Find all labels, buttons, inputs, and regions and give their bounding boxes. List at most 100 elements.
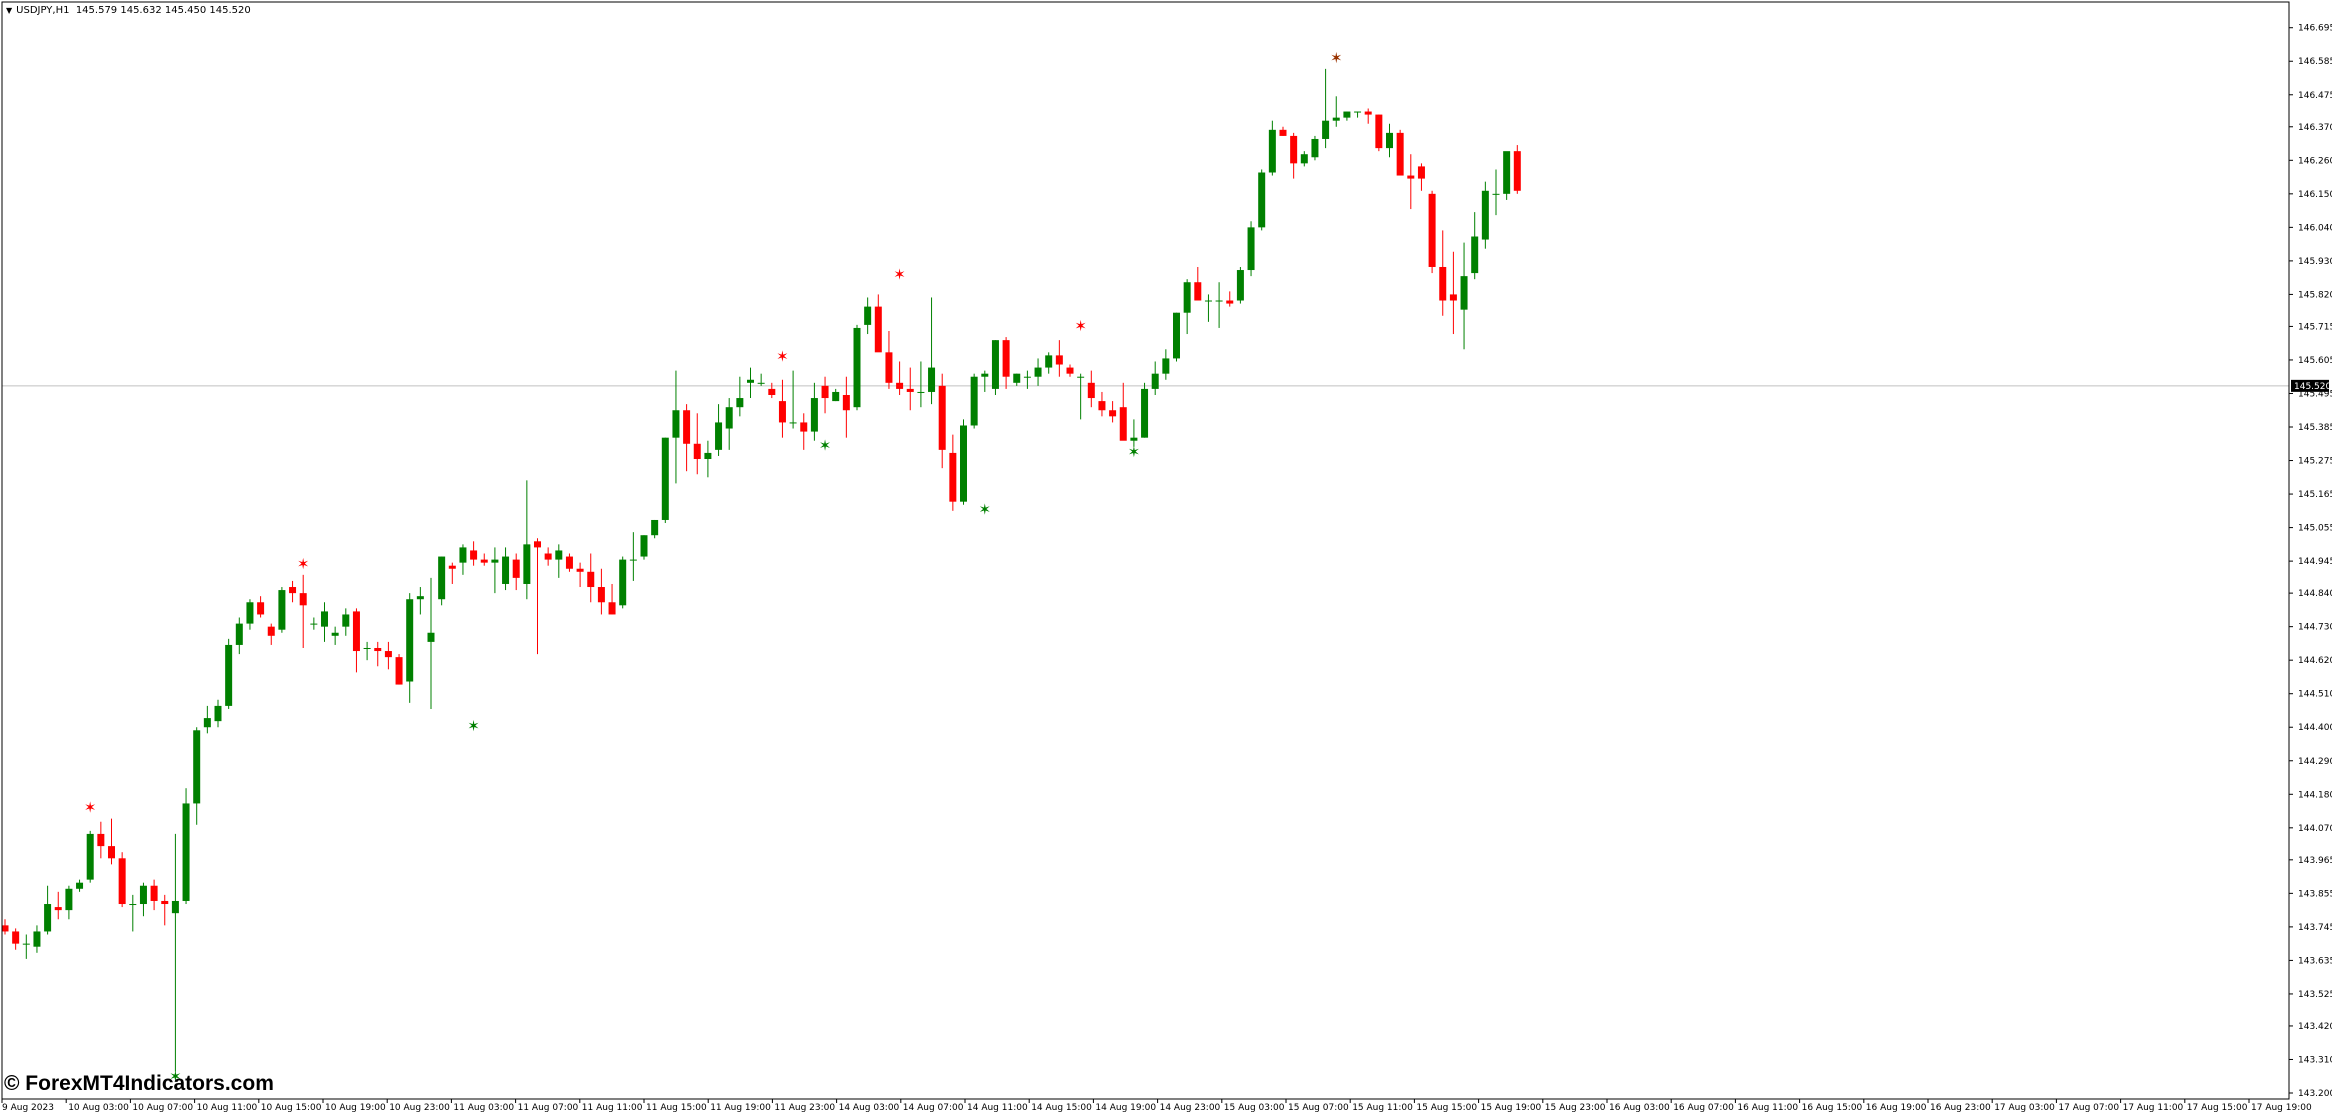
candle <box>1194 266 1202 301</box>
candle-body <box>1279 129 1287 136</box>
candle <box>1034 358 1042 386</box>
candle <box>885 330 893 389</box>
candle <box>1407 154 1415 210</box>
candle-body <box>757 382 765 384</box>
candle <box>1236 266 1244 304</box>
candle-body <box>704 452 712 460</box>
triangle-down-icon: ▼ <box>6 6 13 15</box>
candle-body <box>906 388 914 392</box>
candle <box>384 641 392 670</box>
candle-body <box>597 587 605 603</box>
candle-body <box>1236 270 1244 301</box>
signal-buy-star: ✶ <box>1128 443 1141 461</box>
candle <box>768 382 776 399</box>
candle-body <box>1045 355 1053 368</box>
candle-body <box>608 602 616 615</box>
candle-body <box>480 559 488 563</box>
candle-body <box>640 535 648 557</box>
y-tick-label: 144.620 <box>2298 656 2332 666</box>
candle <box>821 376 829 414</box>
candle <box>448 562 456 584</box>
candle-body <box>1471 236 1479 274</box>
candle <box>1396 129 1404 176</box>
signal-peak-star: ✶ <box>1330 49 1343 67</box>
candle <box>917 361 925 408</box>
candle <box>651 519 659 539</box>
candle <box>352 608 360 673</box>
candle-body <box>1215 300 1223 302</box>
candle <box>395 654 403 685</box>
x-tick-label: 17 Aug 11:00 <box>2123 1103 2184 1113</box>
candle <box>544 547 552 566</box>
candle <box>1513 145 1521 194</box>
candle <box>321 602 328 642</box>
candle <box>1109 401 1117 423</box>
candle-body <box>736 398 744 408</box>
candle <box>629 532 637 581</box>
y-tick-label: 143.965 <box>2298 856 2332 866</box>
candle-body <box>512 559 520 578</box>
candle-body <box>960 425 967 502</box>
y-tick-label: 144.945 <box>2298 557 2332 567</box>
candle <box>1204 294 1212 322</box>
candle <box>1471 212 1479 280</box>
candle <box>470 541 478 566</box>
candle-body <box>406 599 414 682</box>
y-tick-label: 145.165 <box>2298 490 2332 500</box>
candle-body <box>896 382 904 389</box>
y-tick-label: 143.200 <box>2298 1089 2332 1099</box>
candle-body <box>1268 129 1276 173</box>
candle-body <box>257 602 265 615</box>
candle <box>906 367 914 411</box>
candle-body <box>161 900 169 905</box>
candle-body <box>33 931 41 947</box>
candle-body <box>576 568 584 572</box>
candle-body <box>693 443 701 460</box>
candle-body <box>1098 401 1106 411</box>
y-tick-label: 145.605 <box>2298 356 2332 366</box>
candle <box>576 562 584 588</box>
x-tick-label: 16 Aug 23:00 <box>1930 1103 1991 1113</box>
candle <box>1226 291 1234 307</box>
candle-body <box>661 437 669 520</box>
candle <box>810 382 818 441</box>
candle <box>1332 96 1340 127</box>
candle <box>1098 391 1106 417</box>
candle-body <box>1173 312 1180 359</box>
x-tick-label: 11 Aug 19:00 <box>710 1103 771 1113</box>
x-tick-label: 14 Aug 11:00 <box>967 1103 1028 1113</box>
candle <box>853 324 861 411</box>
candle-body <box>651 519 659 536</box>
candle <box>736 376 744 417</box>
candle-body <box>778 401 786 423</box>
candle-body <box>1343 111 1351 118</box>
candle <box>1162 349 1170 380</box>
candle <box>1300 151 1308 167</box>
y-tick-label: 143.420 <box>2298 1022 2332 1032</box>
candle-body <box>363 647 371 649</box>
candle <box>1492 169 1500 216</box>
candle-body <box>1513 151 1521 191</box>
candle-body <box>1119 407 1127 441</box>
candle-body <box>534 541 541 548</box>
y-tick-label: 144.730 <box>2298 623 2332 633</box>
x-tick-label: 17 Aug 03:00 <box>1994 1103 2055 1113</box>
candle <box>363 641 371 661</box>
candle-body <box>331 632 339 636</box>
candle-body <box>1109 410 1117 417</box>
y-tick-label: 144.400 <box>2298 723 2332 733</box>
y-tick-label: 145.275 <box>2298 457 2332 467</box>
candle-body <box>842 395 850 411</box>
candle-body <box>427 632 435 642</box>
candle-body <box>235 623 243 645</box>
signal-sell-star: ✶ <box>297 555 310 573</box>
candle-body <box>97 833 105 847</box>
candle <box>108 818 115 865</box>
candle-body <box>768 388 776 396</box>
x-tick-label: 17 Aug 07:00 <box>2058 1103 2119 1113</box>
candle-body <box>1013 373 1021 383</box>
candle-body <box>129 904 137 906</box>
candle <box>257 596 265 618</box>
